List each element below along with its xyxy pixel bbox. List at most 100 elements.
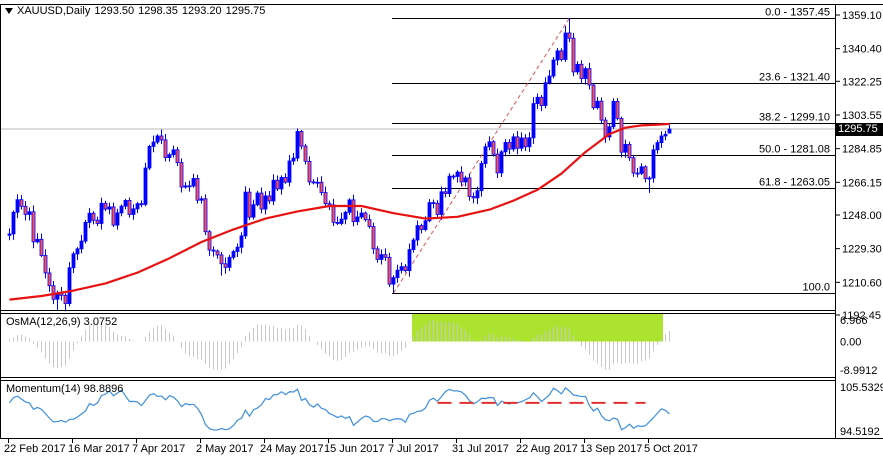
candle-body	[539, 96, 544, 106]
candle-body	[99, 202, 104, 224]
candle-body	[587, 68, 592, 86]
date-axis-label: 7 Apr 2017	[132, 443, 185, 455]
main-chart-pane[interactable]: 0.0 - 1357.45 23.6 - 1321.40 38.2 - 1299.1…	[0, 7, 835, 312]
candle-body	[371, 226, 376, 250]
price-axis-label: 1322.25	[842, 76, 882, 88]
candle-body	[63, 294, 68, 304]
fib-level-label: 0.0 - 1357.45	[765, 7, 830, 19]
candle-body	[271, 179, 276, 202]
date-axis-label: 22 Feb 2017	[4, 443, 66, 455]
candle-body	[43, 255, 48, 274]
candle-body	[667, 128, 672, 134]
candle-body	[343, 211, 348, 220]
ohlc-low: 1293.20	[181, 5, 222, 17]
date-axis-label: 13 Sep 2017	[580, 443, 642, 455]
candle-body	[327, 203, 332, 206]
candle-body	[123, 200, 128, 207]
candle-body	[239, 235, 244, 248]
candle-body	[615, 101, 620, 119]
candle-body	[367, 219, 372, 227]
date-axis-label: 31 Jul 2017	[452, 443, 509, 455]
candle-body	[535, 96, 540, 104]
candle-body	[423, 220, 428, 230]
candle-body	[159, 135, 164, 141]
ohlc-high: 1298.35	[138, 5, 178, 17]
candle-body	[179, 162, 184, 188]
candle-body	[543, 82, 548, 106]
candle-body	[379, 254, 384, 260]
candle-body	[311, 181, 316, 184]
candle-body	[623, 144, 628, 153]
price-axis-label: 1266.15	[842, 177, 882, 189]
candle-body	[483, 146, 488, 164]
candle-body	[107, 206, 112, 210]
candle-body	[259, 192, 264, 210]
candle-body	[211, 249, 216, 252]
candle-body	[323, 192, 328, 205]
candle-body	[183, 185, 188, 188]
candle-body	[607, 126, 612, 138]
candle-body	[227, 256, 232, 268]
collapse-triangle-icon[interactable]	[5, 8, 13, 14]
candle-body	[559, 50, 564, 60]
candle-body	[499, 151, 504, 174]
candle-body	[331, 204, 336, 223]
candle-body	[35, 238, 40, 243]
momentum-pane[interactable]	[9, 386, 670, 431]
candle-body	[163, 139, 168, 158]
candle-body	[363, 212, 368, 221]
price-axis-label: 1284.85	[842, 144, 882, 156]
candle-body	[415, 225, 420, 241]
momentum-axis-label: 94.5192	[840, 426, 880, 438]
momentum-axis-label: 105.5329	[840, 382, 883, 394]
price-axis[interactable]: 1359.10 1340.40 1322.25 1303.55 1284.85 1266.…	[836, 10, 883, 438]
candle-body	[639, 166, 644, 174]
candle-body	[247, 191, 252, 218]
momentum-indicator-label: Momentum(14) 98.8896	[6, 383, 124, 395]
candle-body	[431, 202, 436, 204]
candle-body	[171, 149, 176, 156]
candle-body	[71, 253, 76, 269]
candle-body	[447, 175, 452, 194]
fib-level-label: 100.0	[802, 282, 830, 294]
candle-body	[631, 157, 636, 174]
candle-body	[359, 212, 364, 218]
candle-body	[287, 160, 292, 183]
candle-body	[23, 205, 28, 215]
date-axis-label: 15 Jun 2017	[324, 443, 385, 455]
candle-body	[115, 212, 120, 226]
candle-body	[591, 84, 596, 109]
trendline-dashed	[393, 17, 570, 294]
candle-body	[127, 200, 132, 215]
candle-body	[167, 154, 172, 158]
candle-body	[407, 249, 412, 272]
candle-body	[155, 135, 160, 143]
candle-body	[111, 206, 116, 226]
candle-body	[87, 212, 92, 223]
osma-pane[interactable]	[9, 314, 670, 370]
candle-body	[135, 203, 140, 210]
candle-body	[219, 254, 224, 265]
candle-body	[303, 145, 308, 162]
date-axis-label: 24 May 2017	[260, 443, 324, 455]
candle-body	[175, 149, 180, 164]
candle-body	[495, 153, 500, 174]
candle-body	[571, 37, 576, 73]
candle-body	[223, 263, 228, 268]
candle-body	[567, 32, 572, 39]
candle-body	[375, 248, 380, 260]
osma-axis-label: 6.966	[840, 315, 868, 327]
candle-body	[295, 131, 300, 159]
candle-body	[283, 176, 288, 183]
candle-body	[279, 176, 284, 190]
candle-body	[103, 202, 108, 210]
candle-body	[655, 142, 660, 151]
candle-body	[555, 50, 560, 61]
price-axis-label: 1303.55	[842, 110, 882, 122]
time-axis[interactable]: 22 Feb 2017 16 Mar 2017 7 Apr 2017 2 May 20…	[4, 439, 698, 455]
candle-body	[11, 211, 16, 235]
date-axis-label: 2 May 2017	[196, 443, 253, 455]
ohlc-open: 1293.50	[94, 5, 135, 17]
candle-body	[467, 177, 472, 197]
